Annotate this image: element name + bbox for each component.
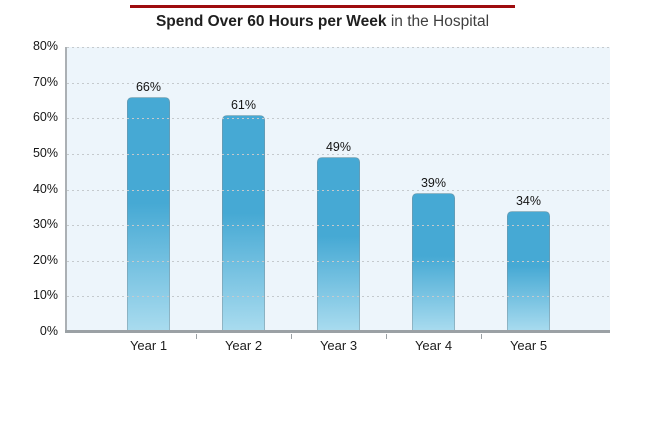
chart-title-bold: Spend Over 60 Hours per Week: [155, 13, 387, 30]
y-axis-label-40: 40%: [32, 181, 58, 196]
x-axis-tick-2: [291, 334, 292, 339]
x-axis-tick-3: [386, 334, 387, 339]
y-axis-line: [65, 47, 67, 332]
bar-value-label-year-5: 34%: [515, 193, 542, 208]
chart-title: Spend Over 60 Hours per Week in the Hosp…: [0, 13, 645, 31]
bar-year-1: [127, 96, 170, 332]
gridline-50: [67, 153, 610, 155]
y-axis-label-50: 50%: [32, 145, 58, 160]
y-axis-label-30: 30%: [32, 217, 58, 232]
x-axis-label-year-4: Year 4: [414, 338, 453, 353]
y-axis-label-0: 0%: [39, 324, 58, 338]
bar-value-label-year-4: 39%: [420, 176, 447, 191]
gridline-20: [67, 260, 610, 262]
gridline-70: [67, 82, 610, 84]
bar-value-label-year-1: 66%: [135, 79, 162, 94]
bar-year-2: [222, 114, 265, 332]
x-axis-label-year-5: Year 5: [509, 338, 548, 353]
x-axis-tick-4: [481, 334, 482, 339]
gridline-60: [67, 118, 610, 120]
y-axis-label-20: 20%: [32, 252, 58, 267]
x-axis-label-year-3: Year 3: [319, 338, 358, 353]
y-axis-label-80: 80%: [32, 39, 58, 53]
chart-title-regular: in the Hospital: [386, 13, 490, 30]
y-axis-label-10: 10%: [32, 288, 58, 303]
title-accent-rule: [130, 5, 515, 8]
y-axis-label-60: 60%: [32, 110, 58, 125]
gridline-80: [67, 47, 610, 48]
x-axis-label-year-1: Year 1: [129, 338, 168, 353]
bar-year-4: [412, 193, 455, 332]
x-axis-label-year-2: Year 2: [224, 338, 263, 353]
plot-area: 66% 61% 49% 39% 34%: [65, 47, 610, 339]
gridline-10: [67, 296, 610, 298]
bar-value-label-year-2: 61%: [230, 97, 257, 112]
y-axis-label-70: 70%: [32, 74, 58, 89]
x-axis-tick-1: [196, 334, 197, 339]
bar-year-3: [317, 157, 360, 332]
x-axis-line: [65, 330, 610, 333]
gridline-40: [67, 189, 610, 191]
bar-year-5: [507, 210, 550, 332]
bar-value-label-year-3: 49%: [325, 140, 352, 155]
gridline-30: [67, 225, 610, 227]
